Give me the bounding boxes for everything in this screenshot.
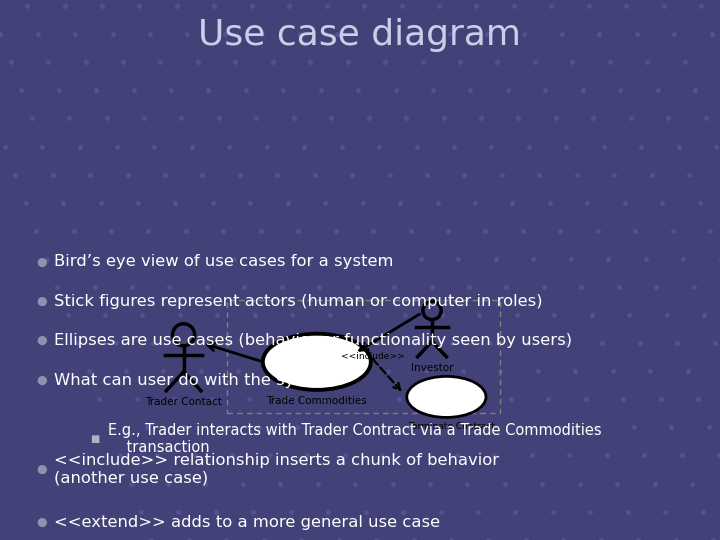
Text: ●: ● [36,255,47,268]
Text: ●: ● [36,334,47,347]
Text: Bird’s eye view of use cases for a system: Bird’s eye view of use cases for a syste… [54,254,394,269]
Text: What can user do with the system?: What can user do with the system? [54,373,344,388]
Text: Trade Commodities: Trade Commodities [266,396,367,406]
Bar [227,300,500,413]
Text: <<include>> relationship inserts a chunk of behavior
(another use case): <<include>> relationship inserts a chunk… [54,453,499,485]
Ellipse shape [263,334,371,390]
Text: <<extend>> adds to a more general use case: <<extend>> adds to a more general use ca… [54,515,440,530]
Text: <<include>>: <<include>> [341,352,405,361]
Ellipse shape [407,376,486,417]
Text: ●: ● [36,516,47,529]
Text: Investor: Investor [410,363,454,373]
Text: ■: ■ [90,434,99,444]
Text: Ellipses are use cases (behavior or functionality seen by users): Ellipses are use cases (behavior or func… [54,333,572,348]
Text: Stick figures represent actors (human or computer in roles): Stick figures represent actors (human or… [54,294,543,309]
Text: ●: ● [36,374,47,387]
Text: Terminate Contract: Terminate Contract [408,422,495,431]
Text: Trader Contact: Trader Contact [145,397,222,407]
Text: Use case diagram: Use case diagram [199,18,521,52]
Text: E.g., Trader interacts with Trader Contract via a Trade Commodities
    transact: E.g., Trader interacts with Trader Contr… [108,423,602,455]
Text: ●: ● [36,462,47,475]
Text: ●: ● [36,295,47,308]
